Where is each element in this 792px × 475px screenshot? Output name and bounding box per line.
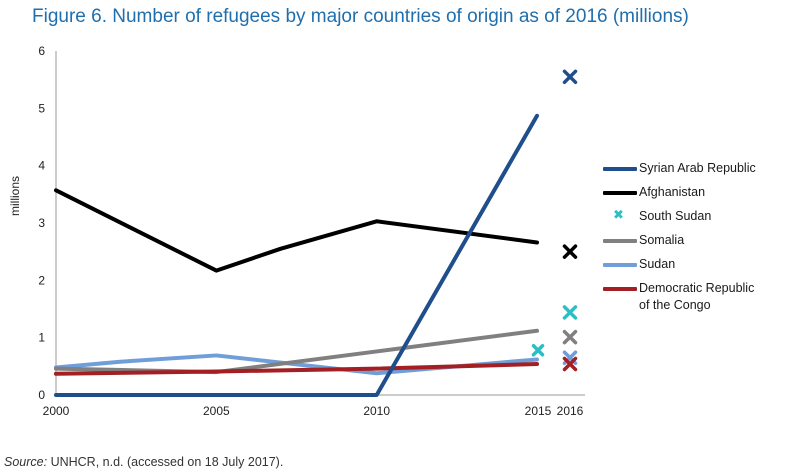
y-tick-label-2: 2 (38, 273, 45, 287)
y-tick-label-1: 1 (38, 331, 45, 345)
marker-2016-afghanistan (562, 244, 578, 259)
legend-swatch-somalia (603, 232, 639, 246)
legend-item-south-sudan: ✖ South Sudan (603, 207, 788, 232)
legend-label-south-sudan: South Sudan (639, 209, 712, 223)
y-tick-label-5: 5 (38, 101, 45, 115)
legend-label-drc-line2: of the Congo (639, 298, 711, 312)
y-axis-title: millions (8, 176, 22, 216)
source-text: UNHCR, n.d. (accessed on 18 July 2017). (47, 455, 284, 469)
series-line-somalia (54, 328, 539, 375)
legend-swatch-drc (603, 280, 639, 294)
legend-label-somalia: Somalia (639, 233, 685, 247)
series-line-democratic-republic-of-the-congo (54, 362, 539, 376)
y-tick-label-6: 6 (38, 44, 45, 58)
chart-legend: Syrian Arab Republic Afghanistan ✖ South… (603, 160, 788, 320)
legend-item-afghanistan: Afghanistan (603, 184, 788, 208)
legend-label-afghanistan: Afghanistan (639, 185, 706, 199)
legend-swatch-sudan (603, 256, 639, 270)
x-tick-label-2010: 2010 (363, 404, 390, 418)
x-tick-label-2016: 2016 (557, 404, 584, 418)
legend-swatch-afghanistan (603, 184, 639, 198)
legend-swatch-south-sudan: ✖ (613, 207, 624, 222)
x-tick-label-2005: 2005 (203, 404, 230, 418)
y-tick-label-3: 3 (38, 216, 45, 230)
marker-2016-south-sudan (562, 305, 578, 320)
y-tick-label-0: 0 (38, 388, 45, 402)
x-tick-label-2015: 2015 (525, 404, 552, 418)
marker-2016-somalia (562, 329, 578, 345)
legend-swatch-syria (603, 160, 639, 174)
marker-2016-syrian-arab-republic (562, 69, 578, 85)
x-tick-label-2000: 2000 (43, 404, 70, 418)
y-tick-label-4: 4 (38, 159, 45, 173)
legend-item-sudan: Sudan (603, 256, 788, 280)
legend-item-drc: Democratic Republic of the Congo (603, 280, 788, 320)
marker-2015-south-sudan (531, 344, 545, 357)
legend-label-drc-line1: Democratic Republic (639, 281, 755, 295)
chart-title: Figure 6. Number of refugees by major co… (32, 6, 689, 27)
legend-item-somalia: Somalia (603, 232, 788, 256)
source-note: Source: UNHCR, n.d. (accessed on 18 July… (4, 455, 283, 469)
series-line-afghanistan (54, 188, 539, 273)
legend-item-syria: Syrian Arab Republic (603, 160, 788, 184)
source-label: Source: (4, 455, 48, 469)
marker-2016-democratic-republic-of-the-congo (562, 356, 578, 372)
legend-label-syria: Syrian Arab Republic (639, 161, 756, 175)
series-line-syrian-arab-republic (54, 113, 539, 397)
legend-label-sudan: Sudan (639, 257, 676, 271)
